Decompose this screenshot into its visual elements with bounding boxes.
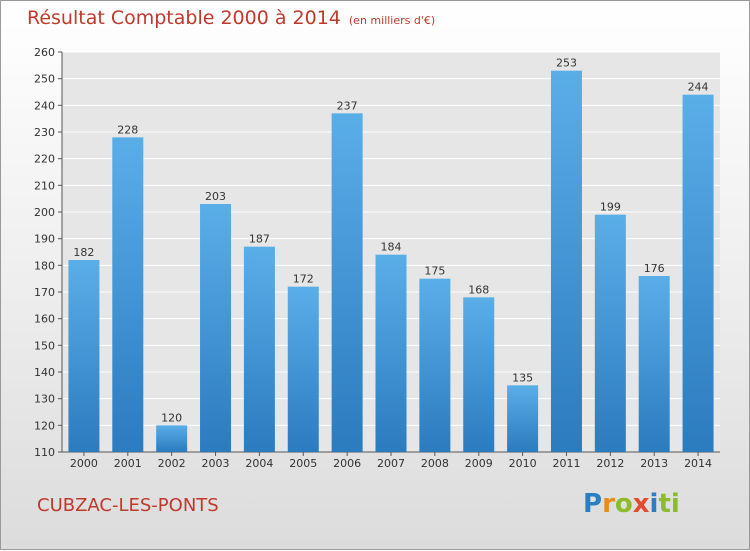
bar	[507, 385, 539, 452]
y-tick-label: 210	[34, 179, 55, 192]
bar	[375, 254, 407, 452]
bar-value-label: 175	[424, 265, 445, 278]
logo-letter: x	[632, 489, 650, 519]
y-tick-label: 170	[34, 286, 55, 299]
x-tick-label: 2011	[552, 457, 580, 470]
bar	[419, 278, 451, 452]
bar-value-label: 184	[381, 241, 402, 254]
x-tick-label: 2009	[465, 457, 493, 470]
bar-value-label: 237	[337, 99, 358, 112]
bar	[68, 260, 100, 452]
logo-letter: ti	[658, 489, 680, 519]
bar-value-label: 203	[205, 190, 226, 203]
bar-value-label: 176	[644, 262, 665, 275]
x-tick-label: 2010	[509, 457, 537, 470]
y-tick-label: 180	[34, 259, 55, 272]
logo-letter: i	[649, 489, 659, 519]
bar	[243, 246, 275, 452]
logo-letter: o	[614, 489, 633, 519]
x-tick-label: 2014	[684, 457, 712, 470]
bar-value-label: 120	[161, 411, 182, 424]
x-tick-label: 2001	[114, 457, 142, 470]
bar	[112, 137, 144, 453]
bar	[594, 214, 626, 452]
y-tick-label: 240	[34, 99, 55, 112]
x-tick-label: 2005	[289, 457, 317, 470]
bar-value-label: 228	[117, 123, 138, 136]
bar-value-label: 172	[293, 273, 314, 286]
y-tick-label: 150	[34, 339, 55, 352]
bar	[156, 425, 188, 452]
y-tick-label: 140	[34, 366, 55, 379]
y-tick-label: 250	[34, 73, 55, 86]
bar-value-label: 253	[556, 57, 577, 70]
bar-value-label: 182	[73, 246, 94, 259]
y-tick-label: 120	[34, 419, 55, 432]
x-tick-label: 2008	[421, 457, 449, 470]
bar	[682, 94, 714, 453]
bar	[638, 276, 670, 452]
bar	[200, 204, 232, 452]
bar-value-label: 187	[249, 233, 270, 246]
y-tick-label: 110	[34, 446, 55, 459]
bar	[550, 70, 582, 453]
chart-title-text: Résultat Comptable 2000 à 2014	[27, 7, 341, 29]
commune-name: CUBZAC-LES-PONTS	[37, 495, 219, 516]
y-tick-label: 230	[34, 126, 55, 139]
chart-subtitle: (en milliers d'€)	[348, 14, 436, 27]
x-tick-label: 2004	[245, 457, 273, 470]
y-tick-label: 160	[34, 313, 55, 326]
bar-value-label: 199	[600, 201, 621, 214]
bar-value-label: 168	[468, 283, 489, 296]
y-tick-label: 260	[34, 46, 55, 59]
proxiti-logo: Proxiti	[583, 489, 680, 519]
bar	[287, 286, 319, 452]
x-tick-label: 2007	[377, 457, 405, 470]
y-tick-label: 220	[34, 153, 55, 166]
logo-letter: r	[602, 489, 615, 519]
bar-value-label: 135	[512, 371, 533, 384]
logo-letter: P	[583, 489, 603, 519]
x-tick-label: 2002	[158, 457, 186, 470]
x-tick-label: 2003	[202, 457, 230, 470]
x-tick-label: 2012	[596, 457, 624, 470]
bar-value-label: 244	[688, 81, 709, 94]
x-tick-label: 2006	[333, 457, 361, 470]
x-tick-label: 2013	[640, 457, 668, 470]
x-tick-label: 2000	[70, 457, 98, 470]
y-tick-label: 130	[34, 393, 55, 406]
bar	[463, 297, 495, 452]
y-tick-label: 190	[34, 233, 55, 246]
chart-title: Résultat Comptable 2000 à 2014 (en millie…	[27, 7, 435, 29]
y-tick-label: 200	[34, 206, 55, 219]
bar	[331, 113, 363, 452]
